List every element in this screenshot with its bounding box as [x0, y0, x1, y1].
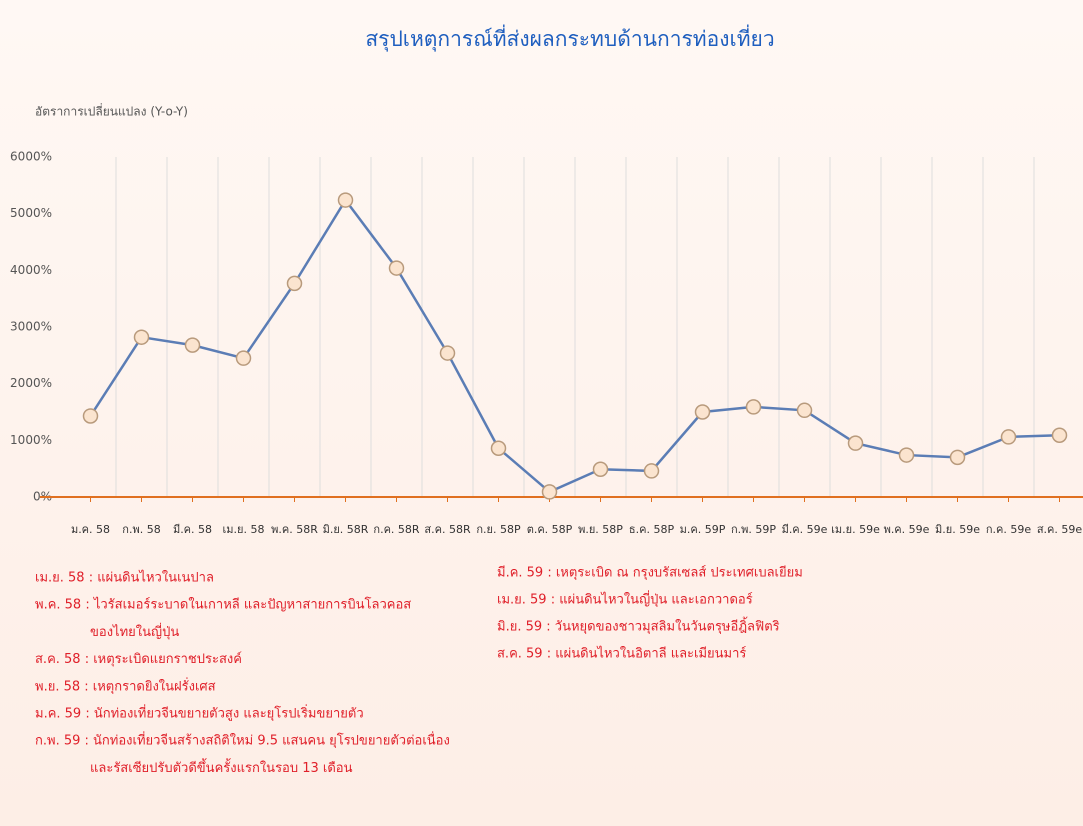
- data-point: [492, 441, 506, 455]
- x-tick-label: ม.ค. 59P: [680, 523, 726, 536]
- data-point: [441, 346, 455, 360]
- data-point: [696, 405, 710, 419]
- x-tick-label: ก.ค. 58R: [373, 523, 420, 536]
- annotation: และรัสเซียปรับตัวดีขึ้นครั้งแรกในรอบ 13 …: [90, 758, 353, 776]
- x-tick-label: มี.ค. 59e: [782, 523, 828, 536]
- data-point: [645, 464, 659, 478]
- y-tick-label: 3000%: [10, 320, 52, 334]
- x-tick-label: ก.ย. 58P: [476, 523, 521, 536]
- annotation: เม.ย. 59 : แผ่นดินไหวในญี่ปุ่น และเอกวาด…: [497, 591, 753, 608]
- data-point: [747, 400, 761, 414]
- x-tick-label: ต.ค. 58P: [527, 523, 573, 536]
- x-tick-label: ธ.ค. 58P: [629, 523, 675, 536]
- annotation: พ.ย. 58 : เหตุกราดยิงในฝรั่งเศส: [35, 677, 216, 694]
- data-point: [900, 448, 914, 462]
- x-tick-label: ก.พ. 59P: [731, 523, 776, 536]
- data-point: [951, 450, 965, 464]
- x-tick-label: มิ.ย. 58R: [323, 523, 369, 536]
- annotation: ส.ค. 58 : เหตุระเบิดแยกราชประสงค์: [35, 651, 242, 667]
- annotation: ก.พ. 59 : นักท่องเที่ยวจีนสร้างสถิติใหม่…: [35, 732, 450, 749]
- x-tick-label: เม.ย. 59e: [831, 523, 880, 536]
- data-point: [288, 276, 302, 290]
- data-point: [594, 462, 608, 476]
- data-point: [84, 409, 98, 423]
- x-tick-label: ส.ค. 58R: [424, 523, 471, 536]
- data-point: [186, 338, 200, 352]
- annotation: มิ.ย. 59 : วันหยุดของชาวมุสลิมในวันตรุษอ…: [497, 617, 780, 635]
- x-tick-label: ส.ค. 59e: [1037, 523, 1083, 536]
- data-point: [543, 485, 557, 499]
- y-tick-label: 4000%: [10, 263, 52, 277]
- data-point: [1002, 430, 1016, 444]
- x-tick-label: มิ.ย. 59e: [935, 523, 980, 536]
- x-tick-label: พ.ค. 58R: [271, 523, 318, 536]
- data-point: [339, 193, 353, 207]
- annotation: ม.ค. 59 : นักท่องเที่ยวจีนขยายตัวสูง และ…: [35, 705, 364, 722]
- y-tick-label: 5000%: [10, 206, 52, 220]
- chart-title: สรุปเหตุการณ์ที่ส่งผลกระทบด้านการท่องเที…: [365, 24, 774, 52]
- annotation: พ.ค. 58 : ไวรัสเมอร์ระบาดในเกาหลี และปัญ…: [35, 597, 411, 613]
- annotation: ส.ค. 59 : แผ่นดินไหวในอิตาลี และเมียนมาร…: [497, 646, 746, 662]
- y-tick-label: 6000%: [10, 150, 52, 164]
- x-tick-label: ม.ค. 58: [71, 523, 110, 536]
- x-tick-label: มี.ค. 58: [173, 523, 212, 536]
- data-point: [135, 330, 149, 344]
- y-tick-label: 2000%: [10, 376, 52, 390]
- x-tick-label: เม.ย. 58: [223, 523, 265, 536]
- x-tick-label: พ.ค. 59e: [884, 523, 930, 536]
- y-axis-label: อัตราการเปลี่ยนแปลง (Y-o-Y): [35, 103, 188, 119]
- data-point: [849, 436, 863, 450]
- annotation: มี.ค. 59 : เหตุระเบิด ณ กรุงบรัสเซลส์ ปร…: [497, 565, 803, 581]
- data-point: [1053, 428, 1067, 442]
- x-tick-label: ก.พ. 58: [122, 523, 160, 536]
- annotation: เม.ย. 58 : แผ่นดินไหวในเนปาล: [35, 570, 214, 586]
- annotation: ของไทยในญี่ปุ่น: [90, 623, 179, 640]
- data-point: [237, 351, 251, 365]
- x-tick-label: พ.ย. 58P: [578, 523, 623, 536]
- y-tick-label: 1000%: [10, 433, 52, 447]
- data-point: [798, 403, 812, 417]
- x-tick-label: ก.ค. 59e: [986, 523, 1032, 536]
- data-point: [390, 261, 404, 275]
- chart: สรุปเหตุการณ์ที่ส่งผลกระทบด้านการท่องเที…: [0, 0, 1083, 826]
